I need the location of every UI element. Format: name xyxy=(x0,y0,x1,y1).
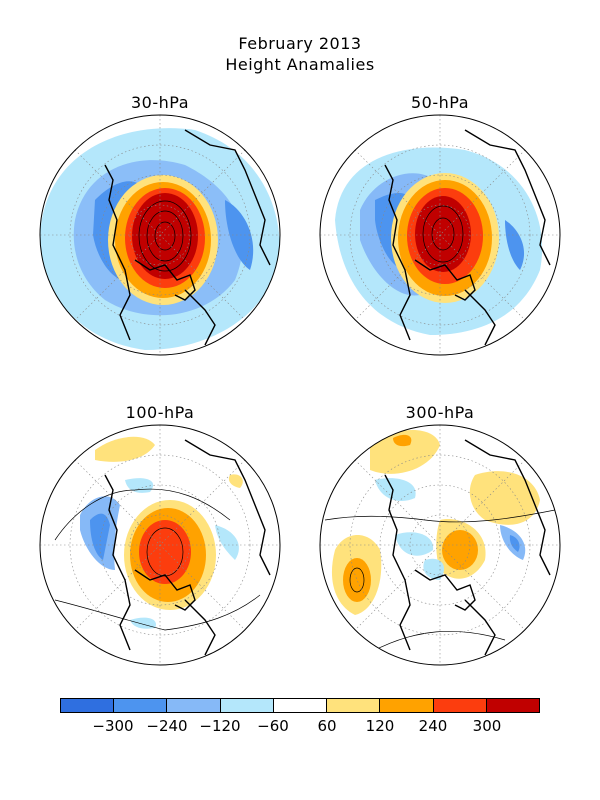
polar-map-50hpa xyxy=(319,114,561,356)
colorbar-tick-2: −240 xyxy=(146,717,188,735)
polar-map-100hpa xyxy=(39,424,281,666)
figure-subtitle: Height Anamalies xyxy=(225,55,375,74)
polar-map-300hpa xyxy=(319,424,561,666)
panel-title-30hpa: 30-hPa xyxy=(130,93,189,112)
colorbar-segment-5 xyxy=(273,699,328,712)
colorbar xyxy=(60,698,540,713)
colorbar-tick-6: 120 xyxy=(365,717,395,735)
panel-title-100hpa: 100-hPa xyxy=(125,403,195,422)
colorbar-segment-4 xyxy=(220,699,274,712)
colorbar-tick-4: −60 xyxy=(257,717,289,735)
colorbar-tick-8: 300 xyxy=(472,717,502,735)
colorbar-segment-3 xyxy=(167,699,221,712)
panel-title-300hpa: 300-hPa xyxy=(405,403,475,422)
colorbar-tick-1: −300 xyxy=(92,717,134,735)
colorbar-segment-9 xyxy=(486,699,539,712)
polar-map-30hpa xyxy=(39,114,281,356)
figure-title: February 2013 xyxy=(238,34,362,53)
colorbar-segment-7 xyxy=(380,699,434,712)
colorbar-segment-8 xyxy=(433,699,487,712)
panel-title-50hpa: 50-hPa xyxy=(410,93,469,112)
colorbar-segment-6 xyxy=(327,699,381,712)
colorbar-segment-2 xyxy=(114,699,168,712)
colorbar-tick-3: −120 xyxy=(199,717,241,735)
colorbar-segment-1 xyxy=(61,699,115,712)
colorbar-tick-7: 240 xyxy=(418,717,448,735)
colorbar-tick-5: 60 xyxy=(317,717,337,735)
